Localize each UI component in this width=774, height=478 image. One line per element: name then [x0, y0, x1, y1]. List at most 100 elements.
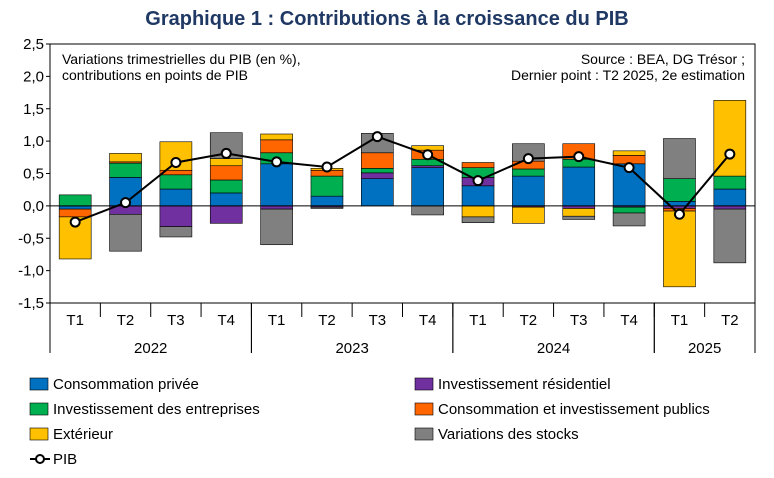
x-tick-label: T1 — [469, 312, 487, 329]
year-label: 2025 — [688, 340, 721, 357]
y-tick-label: 2,0 — [23, 68, 44, 85]
bar-segment — [109, 153, 142, 163]
pib-point — [220, 147, 232, 159]
legend-label: Investissement des entreprises — [53, 401, 260, 418]
bar-segment — [713, 100, 747, 177]
pib-point — [623, 162, 635, 174]
bar-segment — [260, 139, 293, 154]
bar-segment — [612, 150, 646, 156]
y-tick-label: 1,5 — [23, 101, 44, 118]
y-tick-label: 1,0 — [23, 133, 44, 150]
bar-segment — [663, 178, 696, 202]
pib-point — [170, 156, 182, 168]
x-tick-label: T2 — [520, 312, 538, 329]
bar-segment — [512, 168, 545, 177]
note-right-line-1: Source : BEA, DG Trésor ; — [581, 51, 745, 67]
bar-segment — [411, 205, 444, 216]
note-right-line-2: Dernier point : T2 2025, 2e estimation — [511, 67, 745, 83]
bar-segment — [260, 208, 293, 246]
bar-segment — [310, 175, 344, 197]
bar-segment — [209, 158, 243, 167]
bar-segment — [411, 167, 444, 207]
bar-segment — [713, 188, 747, 207]
x-tick-label: T2 — [318, 312, 336, 329]
legend-swatch — [414, 377, 434, 391]
chart-title: Graphique 1 : Contributions à la croissa… — [145, 8, 628, 30]
legend-label: Consommation et investissement publics — [438, 401, 710, 418]
bars — [58, 100, 747, 288]
x-tick-label: T2 — [721, 312, 739, 329]
x-axis: T1 T2 T3 T4 T1 T2 T3 T4 T1 T2 T3 T4 T1 T2 2022 2023 2024… — [49, 303, 756, 357]
bar-segment — [713, 208, 747, 264]
bar-segment — [159, 205, 193, 227]
bar-segment — [310, 195, 344, 207]
x-tick-label: T4 — [419, 312, 437, 329]
legend-swatch — [414, 402, 434, 416]
bar-segment — [58, 208, 92, 218]
bar-segment — [260, 163, 293, 207]
legend: Consommation privée Investissement réside… — [29, 376, 710, 468]
bar-segment — [310, 206, 344, 209]
bar-segment — [361, 172, 394, 179]
legend-label: PIB — [53, 451, 77, 468]
bar-segment — [562, 215, 596, 220]
bar-segment — [209, 165, 243, 181]
y-tick-label: -0,5 — [18, 230, 44, 247]
bar-segment — [562, 166, 596, 207]
legend-line-marker — [35, 454, 45, 464]
pib-line — [69, 131, 736, 228]
pib-point — [120, 197, 132, 209]
bar-segment — [663, 138, 696, 179]
bar-segment — [361, 168, 394, 174]
legend-label: Variations des stocks — [438, 426, 579, 443]
bar-segment — [562, 208, 596, 217]
note-left-line-1: Variations trimestrielles du PIB (en %), — [62, 51, 301, 67]
bar-segment — [58, 194, 92, 207]
bar-segment — [663, 210, 696, 288]
bar-segment — [512, 175, 545, 207]
y-axis: 2,5 2,0 1,5 1,0 0,5 0,0 -0,5 -1,0 -1,5 — [18, 36, 50, 312]
x-tick-label: T1 — [66, 312, 84, 329]
y-tick-label: 2,5 — [23, 36, 44, 53]
bar-segment — [461, 205, 495, 218]
x-tick-label: T3 — [167, 312, 185, 329]
pib-series-line — [74, 135, 731, 223]
pib-point — [472, 175, 484, 187]
legend-label: Extérieur — [53, 426, 113, 443]
legend-swatch — [29, 427, 49, 441]
bar-segment — [159, 226, 193, 238]
pib-point — [422, 149, 434, 161]
legend-label: Investissement résidentiel — [438, 376, 611, 393]
bar-segment — [159, 174, 193, 190]
bar-segment — [461, 162, 495, 168]
bar-segment — [260, 133, 293, 141]
year-label: 2022 — [134, 340, 167, 357]
bar-segment — [713, 175, 747, 190]
pib-point — [673, 208, 685, 220]
x-tick-label: T2 — [117, 312, 135, 329]
legend-swatch — [29, 402, 49, 416]
bar-segment — [361, 152, 394, 169]
x-tick-label: T4 — [620, 312, 638, 329]
year-label: 2024 — [537, 340, 570, 357]
x-tick-label: T3 — [570, 312, 588, 329]
bar-segment — [612, 212, 646, 227]
legend-label: Consommation privée — [53, 376, 199, 393]
y-tick-label: -1,0 — [18, 263, 44, 280]
bar-segment — [209, 205, 243, 224]
x-tick-label: T4 — [217, 312, 235, 329]
y-tick-label: 0,5 — [23, 166, 44, 183]
pib-point — [573, 151, 585, 163]
bar-segment — [361, 178, 394, 207]
bar-segment — [612, 206, 646, 214]
pib-point — [371, 131, 383, 143]
bar-segment — [209, 179, 243, 194]
legend-swatch — [414, 427, 434, 441]
pib-point — [522, 153, 534, 165]
note-left-line-2: contributions en points de PIB — [62, 67, 248, 83]
bar-segment — [209, 192, 243, 207]
bar-segment — [109, 213, 142, 252]
legend-swatch — [29, 377, 49, 391]
bar-segment — [109, 162, 142, 178]
